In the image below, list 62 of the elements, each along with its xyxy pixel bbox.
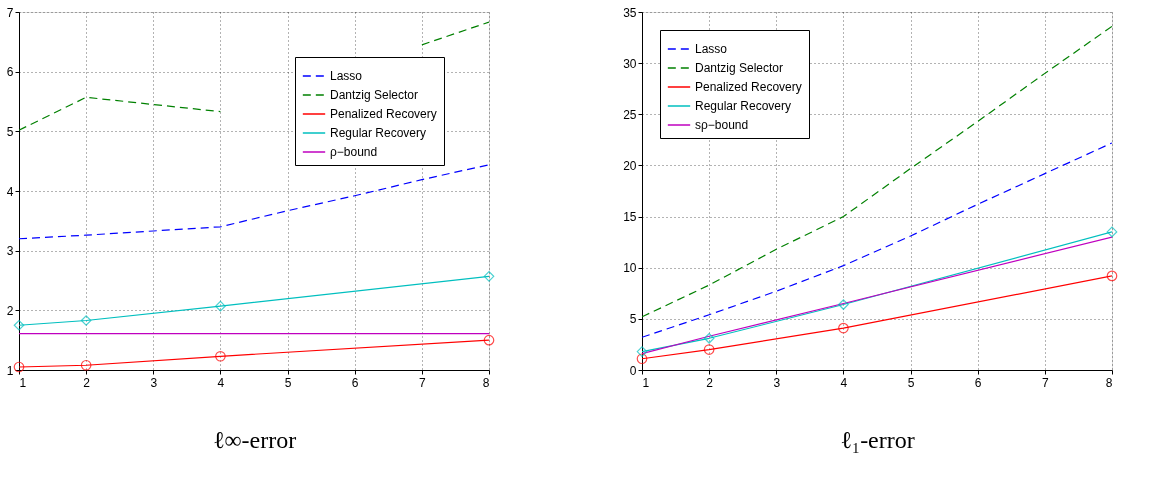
x-tick-label: 2 (706, 375, 714, 390)
legend-label: Dantzig Selector (695, 61, 784, 75)
legend-label: Penalized Recovery (695, 80, 802, 94)
x-tick-label: 8 (1105, 375, 1113, 390)
point (13, 319, 25, 331)
y-tick-label: 20 (623, 158, 637, 173)
y-tick-label: 35 (623, 5, 637, 20)
point (838, 322, 849, 334)
legend-label: sρ−bound (695, 118, 749, 132)
line-series (19, 164, 489, 240)
y-tick-label: 6 (6, 65, 14, 80)
y-tick-label: 10 (623, 261, 637, 276)
point (483, 334, 495, 346)
point (703, 344, 715, 355)
y-tick-label: 3 (6, 244, 14, 259)
x-tick-label: 6 (351, 375, 359, 390)
x-tick-label: 2 (83, 375, 91, 390)
x-tick-label: 1 (19, 375, 27, 390)
point (215, 300, 226, 312)
point (636, 353, 648, 365)
x-axis-title: ℓ₁-error (840, 426, 915, 453)
point (215, 350, 226, 362)
point (483, 270, 495, 282)
x-tick-label: 7 (419, 375, 427, 390)
line-series (642, 25, 1112, 318)
y-tick-label: 5 (629, 312, 637, 327)
x-tick-label: 3 (150, 375, 158, 390)
x-axis-title: ℓ∞-error (212, 426, 297, 453)
legend-label: Dantzig Selector (330, 88, 419, 102)
y-tick-label: 30 (623, 56, 637, 71)
x-tick-label: 6 (974, 375, 982, 390)
legend-label: Regular Recovery (330, 126, 427, 140)
y-tick-label: 25 (623, 107, 637, 122)
x-tick-label: 5 (284, 375, 292, 390)
y-tick-label: 4 (6, 184, 14, 199)
line-series (642, 142, 1112, 338)
y-tick-label: 15 (623, 210, 637, 225)
point (838, 299, 849, 310)
legend-label: Lasso (330, 69, 363, 83)
x-tick-label: 7 (1042, 375, 1050, 390)
legend-label: Regular Recovery (695, 99, 792, 113)
y-tick-label: 1 (6, 363, 14, 378)
point (1106, 270, 1118, 282)
y-tick-label: 2 (6, 303, 14, 318)
y-tick-label: 0 (629, 363, 637, 378)
point (1106, 226, 1118, 238)
point (703, 332, 715, 344)
point (80, 315, 92, 326)
x-tick-label: 3 (773, 375, 781, 390)
point (80, 359, 92, 371)
x-tick-label: 1 (642, 375, 650, 390)
x-tick-label: 4 (840, 375, 848, 390)
x-tick-label: 8 (482, 375, 490, 390)
legend-label: Penalized Recovery (330, 107, 437, 121)
y-tick-label: 7 (6, 5, 14, 20)
x-tick-label: 4 (217, 375, 225, 390)
x-tick-label: 5 (907, 375, 915, 390)
point (13, 361, 25, 373)
y-tick-label: 5 (6, 124, 14, 139)
point (636, 346, 648, 357)
legend-label: ρ−bound (330, 145, 378, 159)
legend-label: Lasso (695, 42, 728, 56)
